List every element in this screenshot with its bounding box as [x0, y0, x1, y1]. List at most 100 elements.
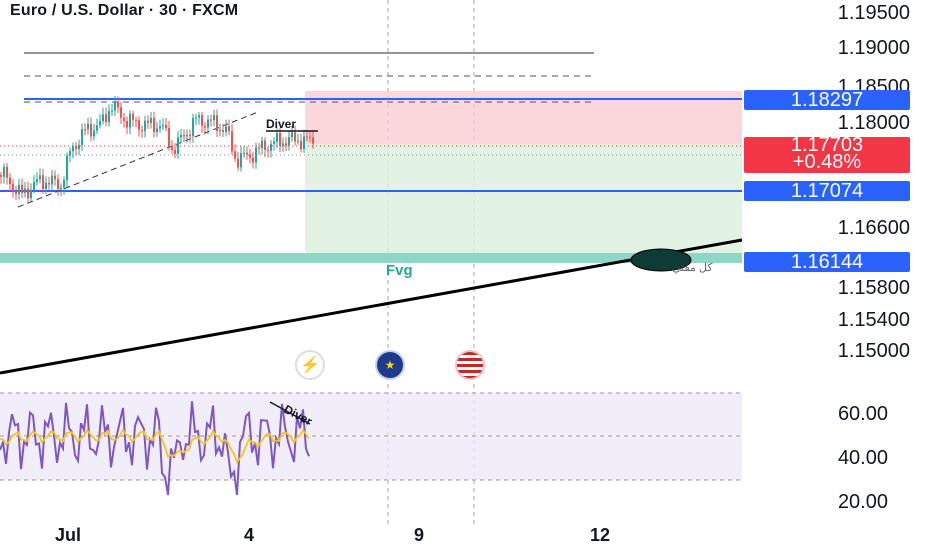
price-label: 1.19000 — [837, 37, 910, 59]
candle-body — [267, 149, 269, 151]
candle-body — [75, 146, 77, 149]
candle-body — [30, 190, 32, 199]
lightning-icon[interactable]: ⚡ — [295, 350, 325, 380]
time-label: 12 — [590, 525, 611, 545]
price-label: 1.15800 — [837, 277, 910, 299]
rsi-label: 60.00 — [837, 403, 888, 425]
candle-body — [270, 143, 272, 151]
rsi-label: 40.00 — [837, 447, 888, 469]
candle-body — [3, 166, 5, 177]
candle-body — [255, 147, 257, 163]
candle-body — [243, 152, 245, 154]
candle-body — [54, 175, 56, 180]
candle-body — [159, 126, 161, 129]
candle-body — [222, 130, 224, 133]
candle-body — [87, 123, 89, 130]
candle-body — [306, 136, 308, 138]
candle-body — [108, 110, 110, 123]
eu-flag-icon[interactable]: ★ — [375, 350, 405, 380]
candle-body — [282, 143, 284, 146]
take-profit-zone — [305, 144, 742, 256]
candle-body — [12, 184, 14, 192]
diver-label: Diver — [266, 117, 297, 131]
candle-body — [237, 158, 239, 168]
candle-body — [27, 188, 29, 199]
candle-body — [249, 154, 251, 158]
candle-body — [120, 107, 122, 118]
candle-body — [180, 135, 182, 138]
price-label: 1.15000 — [837, 340, 910, 362]
candle-body — [195, 117, 197, 119]
current-price-value: 1.17703 — [790, 134, 864, 156]
current-price-tag[interactable]: 1.17703 +0.48% — [744, 134, 910, 173]
candle-body — [297, 140, 299, 142]
candle-body — [33, 182, 35, 191]
candle-body — [51, 175, 53, 185]
candle-body — [210, 119, 212, 121]
price-label: 1.15400 — [837, 309, 910, 331]
candle-body — [183, 135, 185, 137]
candle-body — [78, 144, 80, 149]
candle-body — [69, 151, 71, 156]
candle-body — [21, 184, 23, 193]
us-flag-icon[interactable] — [455, 350, 485, 380]
rsi-diver-line — [269, 401, 311, 425]
price-label: 1.19500 — [837, 2, 910, 24]
candle-body — [288, 137, 290, 146]
chart-title: Euro / U.S. Dollar · 30 · FXCM — [10, 2, 239, 19]
fvg-zone — [0, 253, 742, 263]
candle-body — [294, 132, 296, 142]
candle-body — [150, 117, 152, 123]
candle-body — [312, 137, 314, 144]
candle-body — [129, 113, 131, 128]
candle-body — [165, 125, 167, 129]
candle-body — [153, 117, 155, 133]
candle-body — [132, 113, 134, 120]
candle-body — [174, 149, 176, 154]
candle-body — [264, 140, 266, 150]
candle-body — [24, 188, 26, 193]
candle-body — [240, 153, 242, 168]
candle-body — [219, 130, 221, 132]
candle-body — [117, 102, 119, 108]
note-label: كل مفتي — [672, 262, 713, 274]
candle-body — [225, 126, 227, 133]
rsi-label: 20.00 — [837, 491, 888, 513]
candle-body — [123, 117, 125, 121]
candle-body — [276, 132, 278, 142]
change-percent: +0.48% — [792, 151, 862, 173]
mid-level-tag[interactable]: 1.17074 — [744, 181, 910, 201]
candle-body — [45, 182, 47, 190]
candle-body — [114, 102, 116, 111]
candle-body — [300, 140, 302, 150]
candle-body — [135, 119, 137, 121]
candle-body — [39, 175, 41, 180]
time-label: 4 — [244, 525, 255, 545]
candle-body — [57, 179, 59, 190]
rsi-signal-line — [0, 428, 310, 464]
candle-body — [204, 125, 206, 128]
candle-body — [96, 125, 98, 131]
upper-level-tag[interactable]: 1.18297 — [744, 90, 910, 110]
lower-level-tag[interactable]: 1.16144 — [744, 252, 910, 272]
candle-body — [147, 120, 149, 123]
candle-body — [141, 129, 143, 132]
candle-body — [273, 141, 275, 144]
candle-body — [144, 120, 146, 132]
candle-body — [291, 132, 293, 138]
candle-body — [99, 121, 101, 126]
touch-marker — [630, 248, 692, 272]
candle-body — [285, 143, 287, 146]
candle-body — [66, 155, 68, 181]
candle-body — [81, 129, 83, 145]
candle-body — [192, 118, 194, 137]
fvg-label: Fvg — [386, 262, 413, 279]
candle-body — [90, 123, 92, 137]
candle-body — [6, 166, 8, 178]
candle-body — [234, 151, 236, 159]
candle-body — [228, 126, 230, 132]
candle-body — [303, 136, 305, 150]
candle-body — [231, 131, 233, 152]
candle-body — [177, 137, 179, 154]
